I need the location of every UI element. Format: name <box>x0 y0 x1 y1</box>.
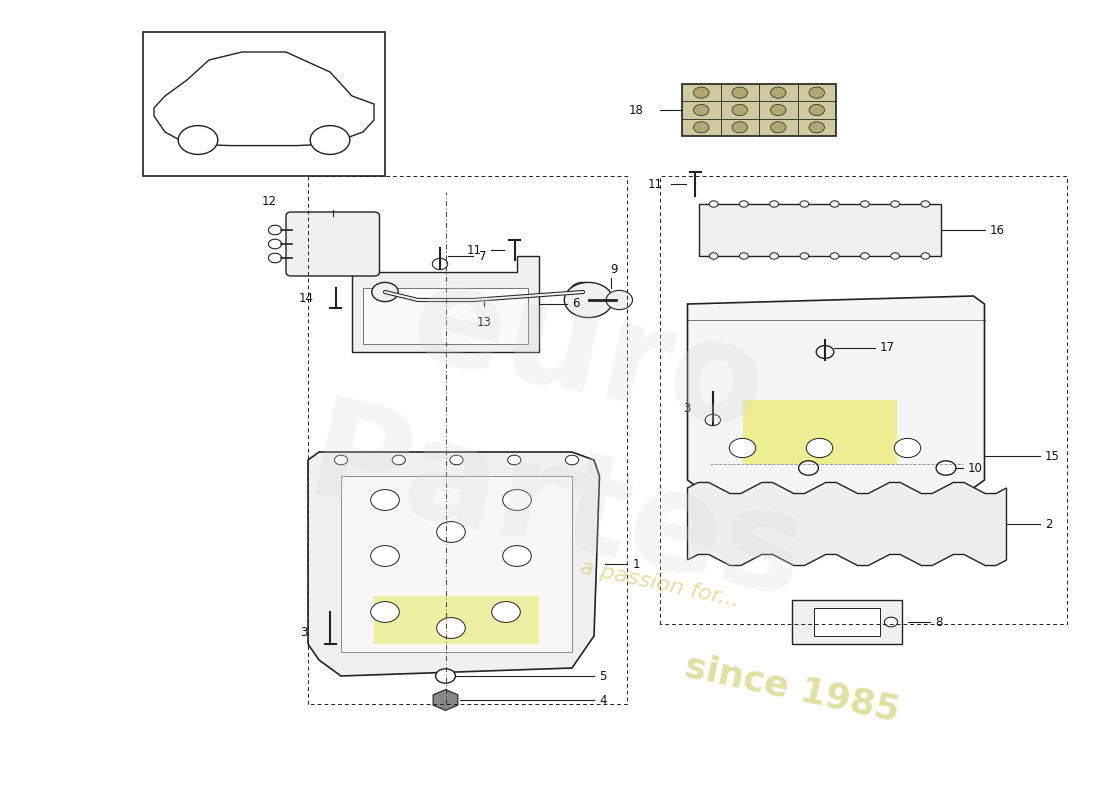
Text: 7: 7 <box>478 250 486 262</box>
Text: since 1985: since 1985 <box>682 649 902 727</box>
Circle shape <box>860 201 869 207</box>
Polygon shape <box>688 482 1006 566</box>
Circle shape <box>806 438 833 458</box>
Circle shape <box>371 546 399 566</box>
Circle shape <box>393 455 406 465</box>
Circle shape <box>710 201 718 207</box>
Circle shape <box>564 282 613 318</box>
Circle shape <box>371 602 399 622</box>
Circle shape <box>507 455 521 465</box>
Text: 17: 17 <box>880 342 895 354</box>
Text: 6: 6 <box>572 298 580 310</box>
Circle shape <box>268 239 282 249</box>
Bar <box>363 288 528 344</box>
Circle shape <box>437 618 465 638</box>
Bar <box>143 32 385 176</box>
Circle shape <box>808 104 825 115</box>
Circle shape <box>437 522 465 542</box>
Text: 2: 2 <box>1045 518 1053 530</box>
FancyBboxPatch shape <box>286 212 379 276</box>
Polygon shape <box>374 596 539 644</box>
Circle shape <box>693 104 710 115</box>
Circle shape <box>268 226 282 235</box>
Polygon shape <box>742 400 896 464</box>
Circle shape <box>729 438 756 458</box>
Circle shape <box>830 201 839 207</box>
Circle shape <box>178 126 218 154</box>
Text: 16: 16 <box>990 223 1005 237</box>
Circle shape <box>565 455 579 465</box>
Circle shape <box>739 201 748 207</box>
Circle shape <box>733 104 748 115</box>
Text: 9: 9 <box>610 263 618 276</box>
Text: 10: 10 <box>968 462 983 474</box>
Circle shape <box>693 87 710 98</box>
Circle shape <box>770 201 779 207</box>
Polygon shape <box>688 296 984 496</box>
Circle shape <box>770 104 785 115</box>
Bar <box>792 600 902 644</box>
Circle shape <box>733 122 748 133</box>
Text: 4: 4 <box>600 694 607 706</box>
Circle shape <box>432 258 448 270</box>
Circle shape <box>816 346 834 358</box>
Circle shape <box>808 87 825 98</box>
Circle shape <box>921 253 929 259</box>
Text: a passion for...: a passion for... <box>579 558 741 610</box>
Circle shape <box>705 414 720 426</box>
Text: 5: 5 <box>600 670 607 682</box>
Text: 15: 15 <box>1045 450 1060 462</box>
Polygon shape <box>308 452 600 676</box>
Polygon shape <box>352 256 539 352</box>
Circle shape <box>436 669 455 683</box>
Text: 18: 18 <box>628 103 643 117</box>
Circle shape <box>891 253 900 259</box>
Circle shape <box>371 490 399 510</box>
Text: 8: 8 <box>935 615 943 629</box>
Circle shape <box>894 438 921 458</box>
Text: euro
Partes: euro Partes <box>296 238 848 626</box>
Circle shape <box>860 253 869 259</box>
Circle shape <box>503 546 531 566</box>
Bar <box>814 608 880 636</box>
Circle shape <box>808 122 825 133</box>
Text: 1: 1 <box>632 558 640 570</box>
Text: 11: 11 <box>647 178 662 190</box>
Polygon shape <box>154 52 374 146</box>
Circle shape <box>800 253 808 259</box>
Bar <box>341 476 572 652</box>
Circle shape <box>492 602 520 622</box>
Circle shape <box>450 455 463 465</box>
Circle shape <box>310 126 350 154</box>
Circle shape <box>770 87 785 98</box>
Circle shape <box>770 253 779 259</box>
Circle shape <box>693 122 710 133</box>
Circle shape <box>830 253 839 259</box>
Circle shape <box>800 201 808 207</box>
Circle shape <box>739 253 748 259</box>
Circle shape <box>372 282 398 302</box>
Circle shape <box>606 290 632 310</box>
Circle shape <box>884 618 898 627</box>
Bar <box>698 204 940 256</box>
Circle shape <box>891 201 900 207</box>
Circle shape <box>503 490 531 510</box>
Text: 11: 11 <box>466 244 482 257</box>
Circle shape <box>921 201 929 207</box>
Circle shape <box>733 87 748 98</box>
Circle shape <box>334 455 348 465</box>
Polygon shape <box>433 690 458 710</box>
Text: 12: 12 <box>262 195 277 208</box>
Circle shape <box>570 282 596 302</box>
Bar <box>682 84 836 136</box>
Circle shape <box>268 253 282 262</box>
Text: 3: 3 <box>683 402 691 414</box>
Circle shape <box>770 122 785 133</box>
Text: 14: 14 <box>298 292 314 305</box>
Text: 13: 13 <box>476 316 492 329</box>
Circle shape <box>799 461 818 475</box>
Circle shape <box>710 253 718 259</box>
Circle shape <box>936 461 956 475</box>
Text: 3: 3 <box>300 626 308 638</box>
